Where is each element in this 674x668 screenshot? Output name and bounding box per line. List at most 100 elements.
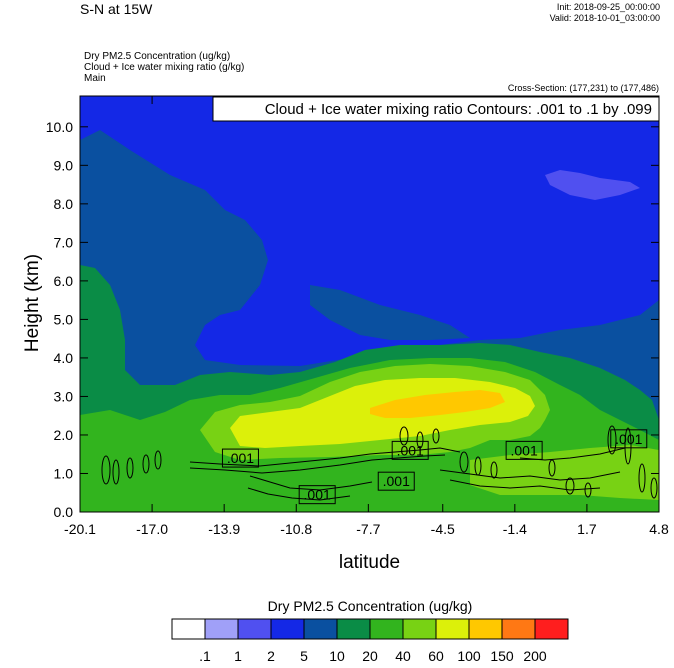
contour-label-box (391, 440, 429, 460)
colorbar-swatch (501, 618, 536, 640)
colorbar-swatch (369, 618, 404, 640)
cross-section-label: Cross-Section: (177,231) to (177,486) (507, 83, 659, 93)
colorbar-swatch (468, 618, 503, 640)
x-tick-label: -1.4 (503, 521, 527, 537)
contour-label-box (298, 485, 336, 505)
contour-ring (416, 431, 424, 449)
contour-ring (474, 456, 482, 476)
contour-label: .001 (397, 442, 424, 458)
colorbar-label: 100 (457, 648, 481, 664)
colorbar-label: 150 (490, 648, 514, 664)
colorbar-label: 40 (395, 648, 411, 664)
y-tick-label: 9.0 (54, 157, 74, 173)
contour-label: .001 (304, 487, 331, 503)
init-time: Init: 2018-09-25_00:00:00 (556, 2, 660, 12)
x-tick-label: 4.8 (649, 521, 669, 537)
x-axis-label: latitude (338, 552, 401, 573)
contour-ring (399, 426, 409, 446)
contour-line (189, 454, 446, 474)
colorbar-label: 5 (300, 648, 308, 664)
colorbar-label: 200 (523, 648, 547, 664)
y-tick-label: 8.0 (54, 196, 74, 212)
x-tick-label: -4.5 (431, 521, 455, 537)
colorbar-label: .1 (199, 648, 211, 664)
contour-ring (638, 463, 646, 493)
plot-frame (79, 95, 660, 513)
contour-ring (142, 454, 150, 474)
y-tick-label: 10.0 (46, 119, 73, 135)
x-tick-label: -17.0 (136, 521, 168, 537)
contour-ring (607, 425, 617, 455)
fill-150-200 (370, 390, 505, 418)
contour-ring (126, 457, 134, 479)
contour-label-group: .001 .001 .001 .001 .001 .001 (221, 429, 648, 505)
desc-line-3: Main (84, 73, 106, 84)
contour-ring (154, 450, 162, 470)
contour-ring (490, 461, 498, 479)
colorbar-swatch (171, 618, 206, 640)
contour-line (249, 475, 373, 491)
colorbar-label: 2 (267, 648, 275, 664)
contour-label-box (221, 448, 259, 468)
y-tick-label: 5.0 (54, 311, 74, 327)
x-tick-label: -7.7 (356, 521, 380, 537)
y-tick-label: 0.0 (54, 504, 74, 520)
contour-info-text: Cloud + Ice water mixing ratio Contours:… (265, 101, 652, 118)
colorbar: .1 1 2 5 10 20 40 60 100 150 200 (171, 618, 569, 664)
x-tick-label: -13.9 (208, 521, 240, 537)
colorbar-title: Dry PM2.5 Concentration (ug/kg) (267, 598, 473, 614)
contour-line (247, 487, 351, 501)
y-tick-label: 7.0 (54, 234, 74, 250)
contour-line (439, 469, 621, 481)
contour-ring (565, 477, 575, 495)
fill-2-5-top-right (545, 170, 640, 200)
colorbar-label: 20 (362, 648, 378, 664)
contour-line (189, 447, 461, 467)
contour-info-box: Cloud + Ice water mixing ratio Contours:… (212, 96, 660, 122)
contour-ring (112, 459, 120, 485)
x-axis: -20.1 -17.0 -13.9 -10.8 -7.7 -4.5 -1.4 1.7 4.8 (64, 96, 669, 537)
y-tick-label: 1.0 (54, 465, 74, 481)
contour-label: .001 (615, 431, 642, 447)
contour-ring (459, 451, 469, 473)
x-tick-label: -10.8 (280, 521, 312, 537)
contour-label: .001 (227, 450, 254, 466)
y-axis-label: Height (km) (22, 253, 43, 353)
x-tick-label: -20.1 (64, 521, 96, 537)
contour-label: .001 (383, 473, 410, 489)
contour-ring (432, 428, 440, 444)
fill-60-100-lower-right (470, 445, 659, 500)
colorbar-swatch (402, 618, 437, 640)
valid-time: Valid: 2018-10-01_03:00:00 (549, 13, 660, 23)
contour-label-box (505, 440, 543, 460)
desc-line-2: Cloud + Ice water mixing ratio (g/kg) (84, 62, 245, 73)
colorbar-swatch (534, 618, 569, 640)
fill-10-20-band (310, 285, 470, 340)
colorbar-label: 1 (234, 648, 242, 664)
colorbar-label: 60 (428, 648, 444, 664)
contour-ring (548, 459, 556, 477)
y-tick-label: 3.0 (54, 388, 74, 404)
colorbar-swatch (237, 618, 272, 640)
contour-label: .001 (511, 442, 538, 458)
colorbar-swatch (336, 618, 371, 640)
contour-ring (101, 455, 111, 485)
y-tick-label: 6.0 (54, 273, 74, 289)
contour-line (449, 479, 601, 491)
colorbar-swatch (204, 618, 239, 640)
colorbar-swatch (435, 618, 470, 640)
filled-contours (80, 96, 659, 512)
colorbar-label: 10 (329, 648, 345, 664)
contour-label-box (377, 471, 415, 491)
x-tick-label: 1.7 (577, 521, 597, 537)
contour-ring (584, 482, 592, 498)
contour-label-box (610, 429, 648, 449)
desc-line-1: Dry PM2.5 Concentration (ug/kg) (84, 51, 231, 62)
contour-ring (650, 477, 658, 499)
y-tick-label: 2.0 (54, 427, 74, 443)
contour-ring (624, 427, 632, 465)
colorbar-swatch (303, 618, 338, 640)
plot-title: S-N at 15W (80, 1, 153, 17)
colorbar-swatch (270, 618, 305, 640)
